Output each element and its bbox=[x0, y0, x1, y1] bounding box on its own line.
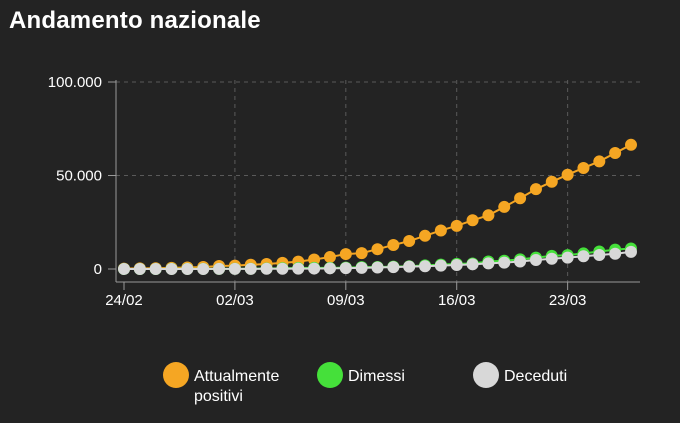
data-point bbox=[181, 262, 194, 275]
data-point bbox=[419, 260, 432, 273]
data-point bbox=[609, 247, 622, 260]
x-tick-label: 02/03 bbox=[216, 292, 254, 309]
data-point bbox=[609, 147, 622, 160]
data-point bbox=[498, 200, 511, 213]
data-point bbox=[260, 262, 273, 275]
data-point bbox=[323, 262, 336, 275]
data-point bbox=[482, 257, 495, 270]
data-point bbox=[529, 253, 542, 266]
data-point bbox=[450, 219, 463, 232]
data-point bbox=[276, 262, 289, 275]
data-point bbox=[355, 261, 368, 274]
data-point bbox=[403, 235, 416, 248]
legend-label: Dimessi bbox=[348, 368, 405, 385]
data-point bbox=[228, 262, 241, 275]
data-point bbox=[625, 138, 637, 151]
data-point bbox=[387, 261, 400, 274]
legend-marker bbox=[317, 362, 343, 388]
data-point bbox=[244, 262, 257, 275]
y-tick-label: 0 bbox=[94, 261, 102, 278]
data-point bbox=[118, 262, 130, 275]
data-point bbox=[133, 262, 146, 275]
data-point bbox=[339, 248, 352, 261]
x-tick-label: 16/03 bbox=[438, 292, 476, 309]
legend-marker bbox=[473, 362, 499, 388]
x-tick-label: 24/02 bbox=[105, 292, 143, 309]
data-point bbox=[529, 183, 542, 196]
data-point bbox=[165, 262, 178, 275]
data-point bbox=[323, 251, 336, 264]
chart-title: Andamento nazionale bbox=[9, 7, 261, 34]
data-point bbox=[466, 258, 479, 271]
legend-label: Deceduti bbox=[504, 368, 567, 385]
data-point bbox=[292, 262, 305, 275]
data-point bbox=[434, 259, 447, 272]
data-point bbox=[371, 243, 384, 256]
legend-label: Attualmente bbox=[194, 368, 279, 385]
data-point bbox=[561, 168, 574, 181]
x-tick-label: 09/03 bbox=[327, 292, 365, 309]
data-point bbox=[419, 229, 432, 242]
data-point bbox=[387, 238, 400, 251]
y-tick-label: 50.000 bbox=[56, 168, 102, 185]
data-point bbox=[593, 155, 606, 168]
data-point bbox=[466, 214, 479, 227]
data-point bbox=[593, 248, 606, 261]
data-point bbox=[371, 261, 384, 274]
data-point bbox=[561, 251, 574, 264]
data-point bbox=[308, 253, 321, 266]
data-point bbox=[149, 262, 162, 275]
data-point bbox=[308, 262, 321, 275]
legend-label-line2: positivi bbox=[194, 388, 243, 405]
data-point bbox=[450, 258, 463, 271]
data-point bbox=[577, 250, 590, 263]
data-point bbox=[339, 262, 352, 275]
data-point bbox=[482, 209, 495, 222]
data-point bbox=[355, 247, 368, 260]
data-point bbox=[577, 161, 590, 174]
data-point bbox=[403, 260, 416, 273]
data-point bbox=[514, 255, 527, 268]
data-point bbox=[213, 262, 226, 275]
data-point bbox=[545, 252, 558, 265]
data-point bbox=[514, 192, 527, 205]
data-point bbox=[434, 224, 447, 237]
data-point bbox=[545, 175, 558, 188]
data-point bbox=[625, 245, 637, 258]
legend-marker bbox=[163, 362, 189, 388]
x-tick-label: 23/03 bbox=[549, 292, 587, 309]
data-point bbox=[197, 262, 210, 275]
data-point bbox=[498, 256, 511, 269]
y-tick-label: 100.000 bbox=[48, 74, 102, 91]
